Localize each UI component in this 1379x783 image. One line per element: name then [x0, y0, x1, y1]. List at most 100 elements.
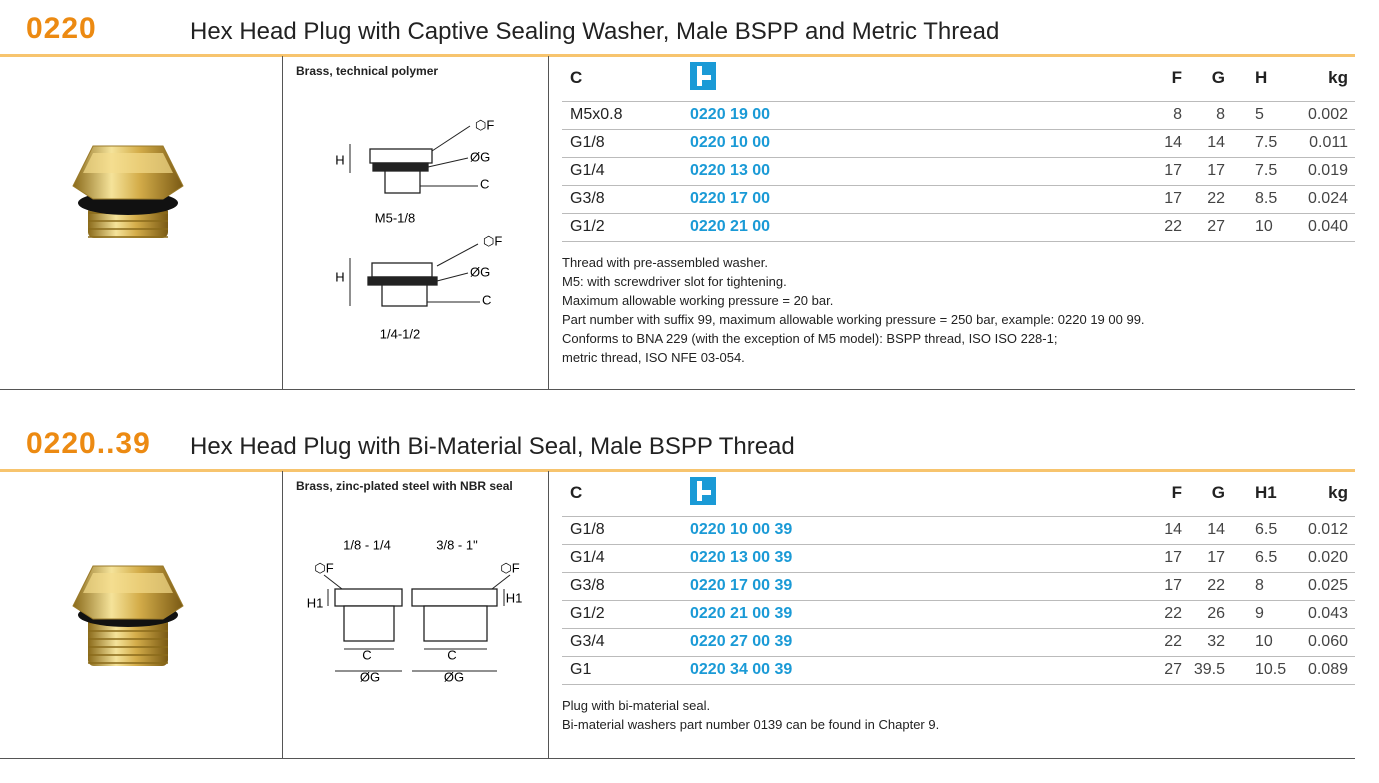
row-rule: [562, 656, 1355, 657]
title-rule: [0, 54, 1355, 57]
drawing-label: C: [362, 647, 371, 662]
column-header: H1: [1255, 483, 1277, 502]
table-cell: G1/8: [570, 521, 605, 538]
row-rule: [562, 572, 1355, 573]
table-cell: 32: [1207, 633, 1225, 650]
table-cell: 17: [1207, 162, 1225, 179]
table-cell: 8.5: [1255, 190, 1278, 207]
dimension-line: [431, 125, 471, 152]
drawing-label: H: [335, 152, 344, 167]
drawing-part: [381, 284, 428, 307]
table-cell: 0.043: [1307, 605, 1348, 622]
part-number: 0220 27 00 39: [690, 633, 793, 650]
hex-top: [83, 153, 173, 173]
technical-drawing: 1/8 - 1/4 3/8 - 1" ⬡F ⬡F H1 H1 C C ØG ØG: [307, 537, 523, 684]
row-rule: [562, 684, 1355, 685]
table-cell: 0.025: [1307, 577, 1348, 594]
section-body: Brass, technical polymer ⬡F ØG C H M5-1/8 ⬡F ØG…: [0, 56, 1355, 390]
divider: [548, 471, 549, 758]
table-cell: 0.012: [1307, 521, 1348, 538]
drawing-label: ØG: [360, 669, 380, 684]
product-photo: [72, 145, 184, 238]
table-cell: 0.011: [1309, 134, 1348, 151]
thread: [88, 206, 168, 238]
drawing-part: [367, 276, 438, 286]
note: Maximum allowable working pressure = 20 …: [562, 293, 834, 308]
table-cell: 10: [1255, 218, 1273, 235]
part-number: 0220 10 00 39: [690, 521, 793, 538]
part-number: 0220 13 00 39: [690, 549, 793, 566]
part-number: 0220 19 00: [690, 106, 771, 123]
table-cell: 8: [1216, 106, 1225, 123]
table-cell: 22: [1164, 218, 1182, 235]
part-number: 0220 21 00 39: [690, 605, 793, 622]
table-cell: 6.5: [1255, 549, 1278, 566]
column-header: kg: [1328, 68, 1348, 87]
drawing-label: ⬡F: [314, 560, 333, 575]
material: Brass, technical polymer: [296, 64, 439, 78]
table-cell: 14: [1164, 134, 1182, 151]
table-cell: 5: [1255, 106, 1264, 123]
row-rule: [562, 628, 1355, 629]
drawing-label: H1: [506, 590, 523, 605]
table-cell: 0.060: [1307, 633, 1348, 650]
part-number: 0220 17 00 39: [690, 577, 793, 594]
table-cell: 6.5: [1255, 521, 1278, 538]
drawing-part: [369, 148, 433, 164]
note: Conforms to BNA 229 (with the exception …: [562, 331, 1058, 346]
technical-drawing: ⬡F ØG C H M5-1/8 ⬡F ØG C H 1/4-1/2: [335, 117, 502, 341]
table-cell: G1/4: [570, 162, 605, 179]
table-cell: G1/2: [570, 605, 605, 622]
drawing-label: M5-1/8: [375, 210, 415, 225]
table-cell: 17: [1207, 549, 1225, 566]
row-rule: [562, 241, 1355, 242]
product-section: 0220..39 Hex Head Plug with Bi-Material S…: [0, 415, 1379, 759]
row-rule: [562, 129, 1355, 130]
drawing-label: ØG: [470, 149, 490, 164]
table-cell: G1/4: [570, 549, 605, 566]
table-cell: G1: [570, 661, 592, 678]
table-cell: 22: [1207, 577, 1225, 594]
drawing-label: 3/8 - 1": [436, 537, 478, 552]
product-title: Hex Head Plug with Bi-Material Seal, Mal…: [190, 433, 795, 460]
drawing-label: ØG: [444, 669, 464, 684]
row-rule: [562, 185, 1355, 186]
part-number: 0220 21 00: [690, 218, 771, 235]
dimension-line: [436, 243, 479, 267]
dimension-line: [323, 574, 343, 590]
drawing-label: ⬡F: [500, 560, 519, 575]
product-code: 0220: [26, 12, 97, 45]
column-header: G: [1211, 68, 1225, 87]
table-cell: 14: [1164, 521, 1182, 538]
material: Brass, zinc-plated steel with NBR seal: [296, 479, 513, 493]
part-number-icon: [690, 62, 716, 90]
table-cell: 0.040: [1307, 218, 1348, 235]
note: Plug with bi-material seal.: [562, 698, 711, 713]
note: Part number with suffix 99, maximum allo…: [562, 312, 1145, 327]
divider: [282, 56, 283, 389]
column-header: C: [570, 68, 583, 87]
part-number-icon: [690, 477, 716, 505]
title-rule: [0, 469, 1355, 472]
column-header: G: [1211, 483, 1225, 502]
drawing-part: [411, 588, 498, 607]
table-cell: G3/8: [570, 190, 605, 207]
drawing-label: C: [447, 647, 456, 662]
row-rule: [562, 600, 1355, 601]
product-image: [72, 145, 184, 238]
table-cell: G3/4: [570, 633, 605, 650]
drawing-part: [334, 588, 403, 607]
column-header: C: [570, 483, 583, 502]
note: Bi-material washers part number 0139 can…: [562, 717, 940, 732]
table-cell: 26: [1207, 605, 1225, 622]
table-cell: 17: [1164, 162, 1182, 179]
drawing-label: 1/8 - 1/4: [343, 537, 391, 552]
drawing-label: H: [335, 269, 344, 284]
section-body: Brass, zinc-plated steel with NBR seal 1/…: [0, 471, 1355, 759]
table-cell: 0.020: [1307, 549, 1348, 566]
table-cell: 8: [1255, 577, 1264, 594]
row-rule: [562, 101, 1355, 102]
table-cell: 27: [1207, 218, 1225, 235]
product-title: Hex Head Plug with Captive Sealing Washe…: [190, 18, 1000, 45]
